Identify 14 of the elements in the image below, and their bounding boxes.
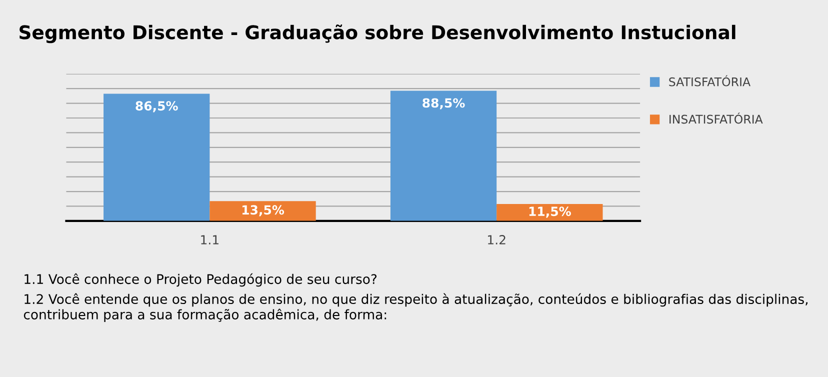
- bar: [210, 201, 316, 221]
- text: 1.1 Você conhece o Projeto Pedagógico de seu curso?: [24, 273, 377, 287]
- legend-label: SATISFATÓRIA: [669, 75, 750, 86]
- bar: [390, 90, 497, 221]
- data-label: 88,5%: [422, 98, 465, 110]
- data-label: 13,5%: [242, 205, 284, 216]
- data-label: 86,5%: [136, 101, 178, 112]
- x-tick-label: 1.1: [201, 235, 218, 244]
- bar: [104, 94, 210, 221]
- data-label: 11,5%: [529, 206, 571, 218]
- text: 1.2 Você entende que os planos de ensino, no que diz respeito à atualização, conteúdos e bibliografias das disciplinas, contribuem para a sua formação acadêmica, de forma:: [24, 293, 808, 322]
- chart-title: Segmento Discente - Graduação sobre Desenvolvimento Instucional: [20, 24, 736, 44]
- x-tick-label: 1.2: [488, 235, 506, 244]
- legend-label: INSATISFATÓRIA: [670, 112, 763, 124]
